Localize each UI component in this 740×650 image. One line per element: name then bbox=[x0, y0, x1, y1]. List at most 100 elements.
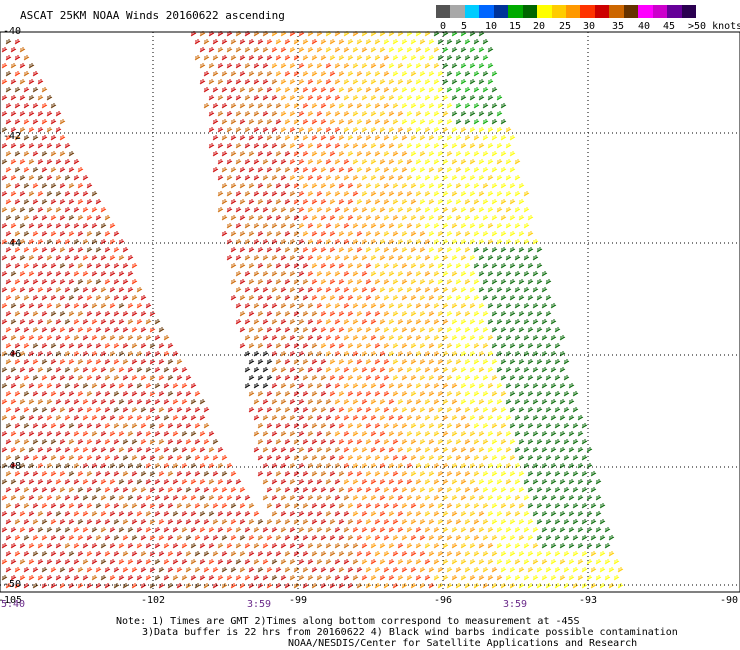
wind-barb bbox=[14, 311, 21, 317]
wind-barb bbox=[334, 575, 341, 581]
colorbar-swatch bbox=[551, 5, 567, 18]
wind-barb bbox=[32, 71, 39, 77]
wind-barb bbox=[289, 383, 296, 389]
wind-barb bbox=[280, 127, 287, 133]
wind-barb bbox=[298, 495, 305, 501]
wind-barb bbox=[401, 471, 408, 477]
wind-barb bbox=[518, 327, 525, 333]
wind-barb bbox=[550, 511, 557, 517]
wind-barb bbox=[500, 167, 507, 173]
wind-barb bbox=[32, 407, 39, 413]
wind-barb bbox=[541, 575, 548, 581]
wind-barb bbox=[496, 175, 503, 181]
wind-barb bbox=[338, 359, 345, 365]
wind-barb bbox=[113, 407, 120, 413]
wind-barb bbox=[311, 199, 318, 205]
wind-barb bbox=[365, 231, 372, 237]
wind-barb bbox=[433, 47, 440, 53]
wind-barb bbox=[329, 247, 336, 253]
wind-barb bbox=[460, 255, 467, 261]
wind-barb bbox=[455, 151, 462, 157]
wind-barb bbox=[82, 527, 89, 533]
wind-barb bbox=[262, 79, 269, 85]
wind-barb bbox=[194, 455, 201, 461]
wind-barb bbox=[500, 231, 507, 237]
wind-barb bbox=[109, 415, 116, 421]
wind-barb bbox=[311, 407, 318, 413]
wind-barb bbox=[50, 375, 57, 381]
wind-barb bbox=[19, 415, 26, 421]
wind-barb bbox=[10, 447, 17, 453]
wind-barb bbox=[46, 175, 53, 181]
wind-barb bbox=[5, 103, 12, 109]
wind-barb bbox=[226, 143, 233, 149]
wind-barb bbox=[338, 407, 345, 413]
wind-barb bbox=[203, 423, 210, 429]
wind-barb bbox=[50, 503, 57, 509]
wind-barb bbox=[496, 415, 503, 421]
wind-barb bbox=[136, 367, 143, 373]
wind-barb bbox=[239, 343, 246, 349]
wind-barb bbox=[77, 231, 84, 237]
wind-barb bbox=[280, 223, 287, 229]
wind-barb bbox=[212, 487, 219, 493]
wind-barb bbox=[311, 359, 318, 365]
wind-barb bbox=[500, 151, 507, 157]
wind-barb bbox=[442, 463, 449, 469]
wind-barb bbox=[95, 535, 102, 541]
wind-barb bbox=[230, 103, 237, 109]
wind-barb bbox=[509, 407, 516, 413]
wind-barb bbox=[433, 399, 440, 405]
wind-barb bbox=[298, 399, 305, 405]
wind-barb bbox=[536, 263, 543, 269]
wind-barb bbox=[397, 287, 404, 293]
wind-barb bbox=[410, 455, 417, 461]
wind-barb bbox=[352, 79, 359, 85]
wind-barb bbox=[212, 439, 219, 445]
wind-barb bbox=[334, 223, 341, 229]
wind-barb bbox=[257, 71, 264, 77]
wind-barb bbox=[131, 295, 138, 301]
wind-barb bbox=[289, 431, 296, 437]
wind-barb bbox=[352, 351, 359, 357]
wind-barb bbox=[329, 263, 336, 269]
wind-barb bbox=[518, 519, 525, 525]
wind-barb bbox=[334, 47, 341, 53]
wind-barb bbox=[397, 575, 404, 581]
lon-label-105: -105 bbox=[0, 595, 23, 606]
wind-barb bbox=[239, 135, 246, 141]
wind-barb bbox=[518, 279, 525, 285]
wind-barb bbox=[334, 303, 341, 309]
wind-barb bbox=[91, 575, 98, 581]
wind-barb bbox=[352, 495, 359, 501]
wind-barb bbox=[230, 71, 237, 77]
wind-barb bbox=[82, 207, 89, 213]
wind-barb bbox=[302, 583, 309, 589]
wind-barb bbox=[37, 415, 44, 421]
wind-barb bbox=[311, 167, 318, 173]
wind-barb bbox=[536, 279, 543, 285]
wind-barb bbox=[487, 431, 494, 437]
wind-barb bbox=[550, 463, 557, 469]
wind-barb bbox=[50, 167, 57, 173]
note-line-2: 3)Data buffer is 22 hrs from 20160622 4)… bbox=[142, 627, 678, 638]
wind-barb bbox=[491, 375, 498, 381]
wind-barb bbox=[275, 359, 282, 365]
wind-barb bbox=[307, 255, 314, 261]
wind-barb bbox=[59, 247, 66, 253]
wind-barb bbox=[572, 455, 579, 461]
wind-barb bbox=[455, 119, 462, 125]
wind-barb bbox=[451, 287, 458, 293]
wind-barb bbox=[311, 151, 318, 157]
wind-barb bbox=[104, 487, 111, 493]
wind-barb bbox=[478, 159, 485, 165]
wind-barb bbox=[266, 39, 273, 45]
wind-barb bbox=[307, 271, 314, 277]
wind-barb bbox=[347, 119, 354, 125]
wind-barb bbox=[455, 375, 462, 381]
wind-barb bbox=[446, 503, 453, 509]
wind-barb bbox=[77, 359, 84, 365]
wind-barb bbox=[415, 191, 422, 197]
wind-barb bbox=[239, 247, 246, 253]
wind-barb bbox=[473, 455, 480, 461]
